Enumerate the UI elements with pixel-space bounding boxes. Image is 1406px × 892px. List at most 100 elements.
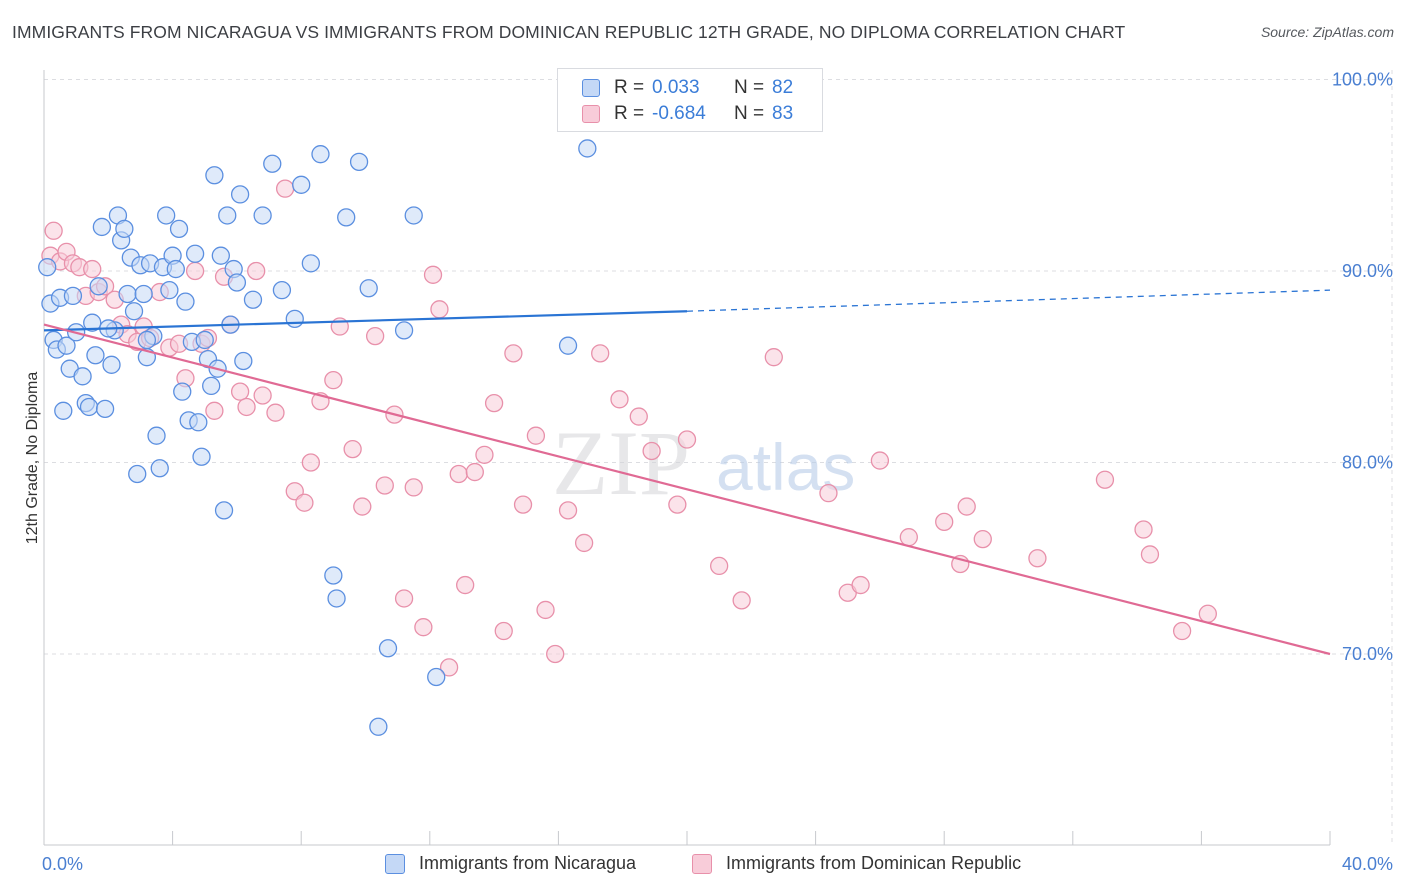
- data-point-dominican-republic: [899, 528, 918, 547]
- trend-lines: [43, 289, 1331, 656]
- legend-n-label: N =: [734, 77, 765, 98]
- data-point-nicaragua: [378, 639, 398, 658]
- data-point-dominican-republic: [870, 451, 890, 470]
- data-point-nicaragua: [578, 139, 597, 158]
- data-point-dominican-republic: [247, 261, 266, 281]
- x-tick-label-min: 0.0%: [42, 854, 83, 874]
- data-point-nicaragua: [157, 206, 176, 225]
- data-point-nicaragua: [118, 284, 137, 304]
- legend-row-nicaragua: R = 0.033 N = 82: [558, 75, 822, 101]
- correlation-legend: R = 0.033 N = 82 R = -0.684 N = 83: [557, 68, 823, 132]
- data-point-nicaragua: [137, 330, 157, 350]
- data-point-nicaragua: [404, 206, 423, 225]
- data-point-nicaragua: [150, 459, 169, 478]
- data-point-dominican-republic: [513, 495, 533, 514]
- data-point-dominican-republic: [558, 501, 578, 520]
- data-point-dominican-republic: [710, 556, 729, 576]
- watermark-zip: ZIP: [552, 412, 690, 514]
- data-point-dominican-republic: [764, 348, 783, 367]
- trend-line-nicaragua-extension: [686, 289, 1331, 312]
- data-point-nicaragua: [263, 154, 282, 173]
- data-point-nicaragua: [253, 206, 272, 225]
- trend-line-dominican-republic: [43, 323, 1331, 656]
- data-point-dominican-republic: [449, 464, 468, 484]
- data-point-dominican-republic: [353, 497, 372, 516]
- series-label-dominican-republic: Immigrants from Dominican Republic: [726, 853, 1022, 873]
- data-point-dominican-republic: [475, 445, 494, 464]
- data-point-nicaragua: [337, 208, 356, 227]
- data-point-nicaragua: [311, 145, 330, 164]
- data-point-nicaragua: [83, 313, 102, 332]
- data-point-dominican-republic: [494, 621, 513, 641]
- data-point-dominican-republic: [83, 259, 102, 279]
- data-point-nicaragua: [166, 259, 185, 279]
- data-point-nicaragua: [79, 397, 99, 417]
- legend-n-label: N =: [734, 103, 765, 124]
- y-tick-label: 100.0%: [1332, 70, 1393, 90]
- series-legend: Immigrants from Nicaragua Immigrants fro…: [0, 851, 1406, 879]
- data-point-dominican-republic: [253, 386, 272, 405]
- source-label: Source: ZipAtlas.com: [1260, 24, 1394, 40]
- data-point-nicaragua: [227, 273, 247, 292]
- data-point-dominican-republic: [546, 644, 565, 664]
- legend-swatch-nicaragua: [582, 79, 600, 97]
- data-point-nicaragua: [63, 286, 83, 306]
- data-point-nicaragua: [189, 413, 208, 432]
- data-point-dominican-republic: [629, 407, 648, 426]
- data-point-dominican-republic: [642, 441, 661, 461]
- data-point-dominican-republic: [484, 393, 504, 413]
- data-point-nicaragua: [169, 219, 189, 239]
- data-point-nicaragua: [272, 280, 292, 300]
- data-point-nicaragua: [349, 152, 369, 171]
- data-point-nicaragua: [115, 219, 134, 239]
- data-point-nicaragua: [234, 351, 253, 371]
- y-tick-label: 90.0%: [1342, 261, 1393, 281]
- y-tick-label: 70.0%: [1342, 644, 1393, 664]
- data-point-dominican-republic: [1198, 604, 1217, 623]
- data-point-nicaragua: [292, 175, 311, 194]
- data-point-dominican-republic: [295, 493, 314, 512]
- data-point-dominican-republic: [851, 575, 870, 595]
- data-point-dominican-republic: [423, 265, 443, 284]
- data-point-dominican-republic: [504, 344, 523, 363]
- data-point-nicaragua: [359, 279, 378, 298]
- data-point-nicaragua: [38, 258, 57, 277]
- data-point-dominican-republic: [414, 618, 433, 637]
- x-tick-label-max: 40.0%: [1342, 854, 1393, 874]
- data-point-nicaragua: [243, 290, 263, 309]
- data-point-nicaragua: [214, 501, 234, 520]
- data-point-dominican-republic: [574, 533, 594, 553]
- data-point-nicaragua: [73, 367, 92, 386]
- data-point-dominican-republic: [430, 300, 449, 319]
- data-point-nicaragua: [327, 589, 346, 608]
- data-point-nicaragua: [205, 166, 224, 185]
- data-point-dominican-republic: [957, 497, 976, 516]
- data-point-nicaragua: [369, 717, 388, 736]
- data-point-nicaragua: [394, 321, 414, 340]
- data-point-nicaragua: [102, 355, 121, 374]
- data-point-dominican-republic: [610, 390, 629, 409]
- data-point-dominican-republic: [44, 221, 63, 240]
- data-point-dominican-republic: [1028, 549, 1047, 568]
- data-point-dominican-republic: [732, 591, 751, 610]
- data-point-dominican-republic: [404, 478, 423, 497]
- legend-n-value: 83: [772, 103, 794, 124]
- y-axis-label: 12th Grade, No Diploma: [24, 372, 41, 545]
- data-point-nicaragua: [173, 382, 192, 401]
- axes: [43, 70, 1331, 846]
- data-point-dominican-republic: [973, 529, 992, 549]
- series-swatch-dominican-republic: [692, 854, 712, 874]
- data-point-nicaragua: [147, 426, 166, 445]
- data-point-dominican-republic: [935, 512, 954, 532]
- data-point-nicaragua: [202, 376, 221, 396]
- data-point-dominican-republic: [301, 453, 320, 472]
- data-point-dominican-republic: [526, 426, 546, 445]
- y-tick-label: 80.0%: [1342, 453, 1393, 473]
- series-label-nicaragua: Immigrants from Nicaragua: [419, 853, 637, 873]
- data-point-nicaragua: [124, 302, 144, 321]
- data-point-nicaragua: [211, 246, 230, 265]
- data-point-nicaragua: [176, 292, 195, 311]
- data-point-dominican-republic: [375, 476, 394, 495]
- data-point-nicaragua: [324, 566, 343, 585]
- data-point-dominican-republic: [1172, 621, 1192, 641]
